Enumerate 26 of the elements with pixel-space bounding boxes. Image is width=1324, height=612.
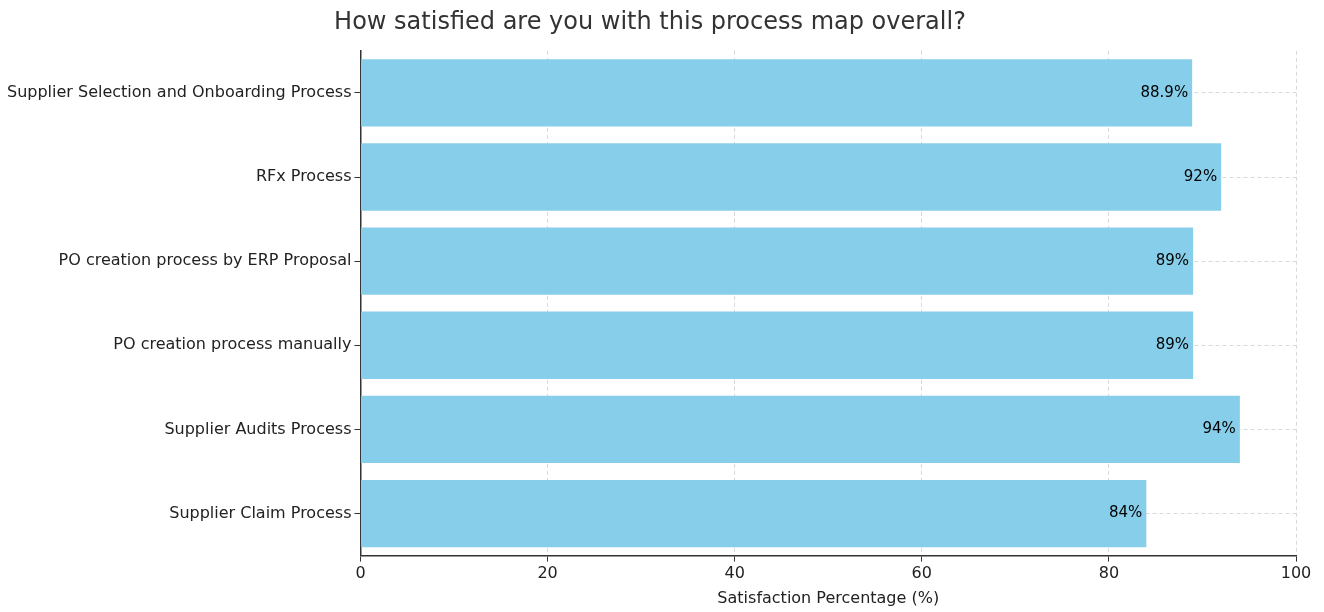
- data-label: 92%: [1183, 166, 1218, 185]
- chart-title: How satisfied are you with this process map overall?: [334, 6, 966, 35]
- data-label: 89%: [1155, 335, 1190, 354]
- y-tick-label: RFx Process: [255, 166, 352, 186]
- bar: [360, 311, 1194, 379]
- x-tick-label: 20: [537, 563, 558, 583]
- bar: [360, 395, 1240, 464]
- data-label: 94%: [1202, 419, 1236, 438]
- bar: [360, 59, 1193, 127]
- y-tick-label: Supplier Selection and Onboarding Process: [6, 82, 352, 102]
- bar: [360, 227, 1194, 295]
- x-tick-label: 60: [911, 563, 932, 583]
- x-axis-title: Satisfaction Percentage (%): [717, 587, 940, 607]
- data-label: 89%: [1155, 251, 1190, 270]
- bar: [360, 143, 1222, 211]
- x-tick-label: 0: [355, 563, 366, 583]
- bar: [360, 479, 1147, 548]
- x-tick-label: 80: [1098, 563, 1120, 583]
- x-tick-label: 100: [1280, 563, 1312, 583]
- y-tick-label: PO creation process by ERP Proposal: [58, 250, 352, 270]
- x-tick-label: 40: [724, 563, 745, 583]
- y-tick-label: PO creation process manually: [113, 334, 352, 354]
- data-label: 88.9%: [1140, 82, 1189, 101]
- y-tick-label: Supplier Claim Process: [169, 502, 352, 522]
- y-tick-label: Supplier Audits Process: [164, 418, 352, 438]
- data-label: 84%: [1108, 503, 1143, 522]
